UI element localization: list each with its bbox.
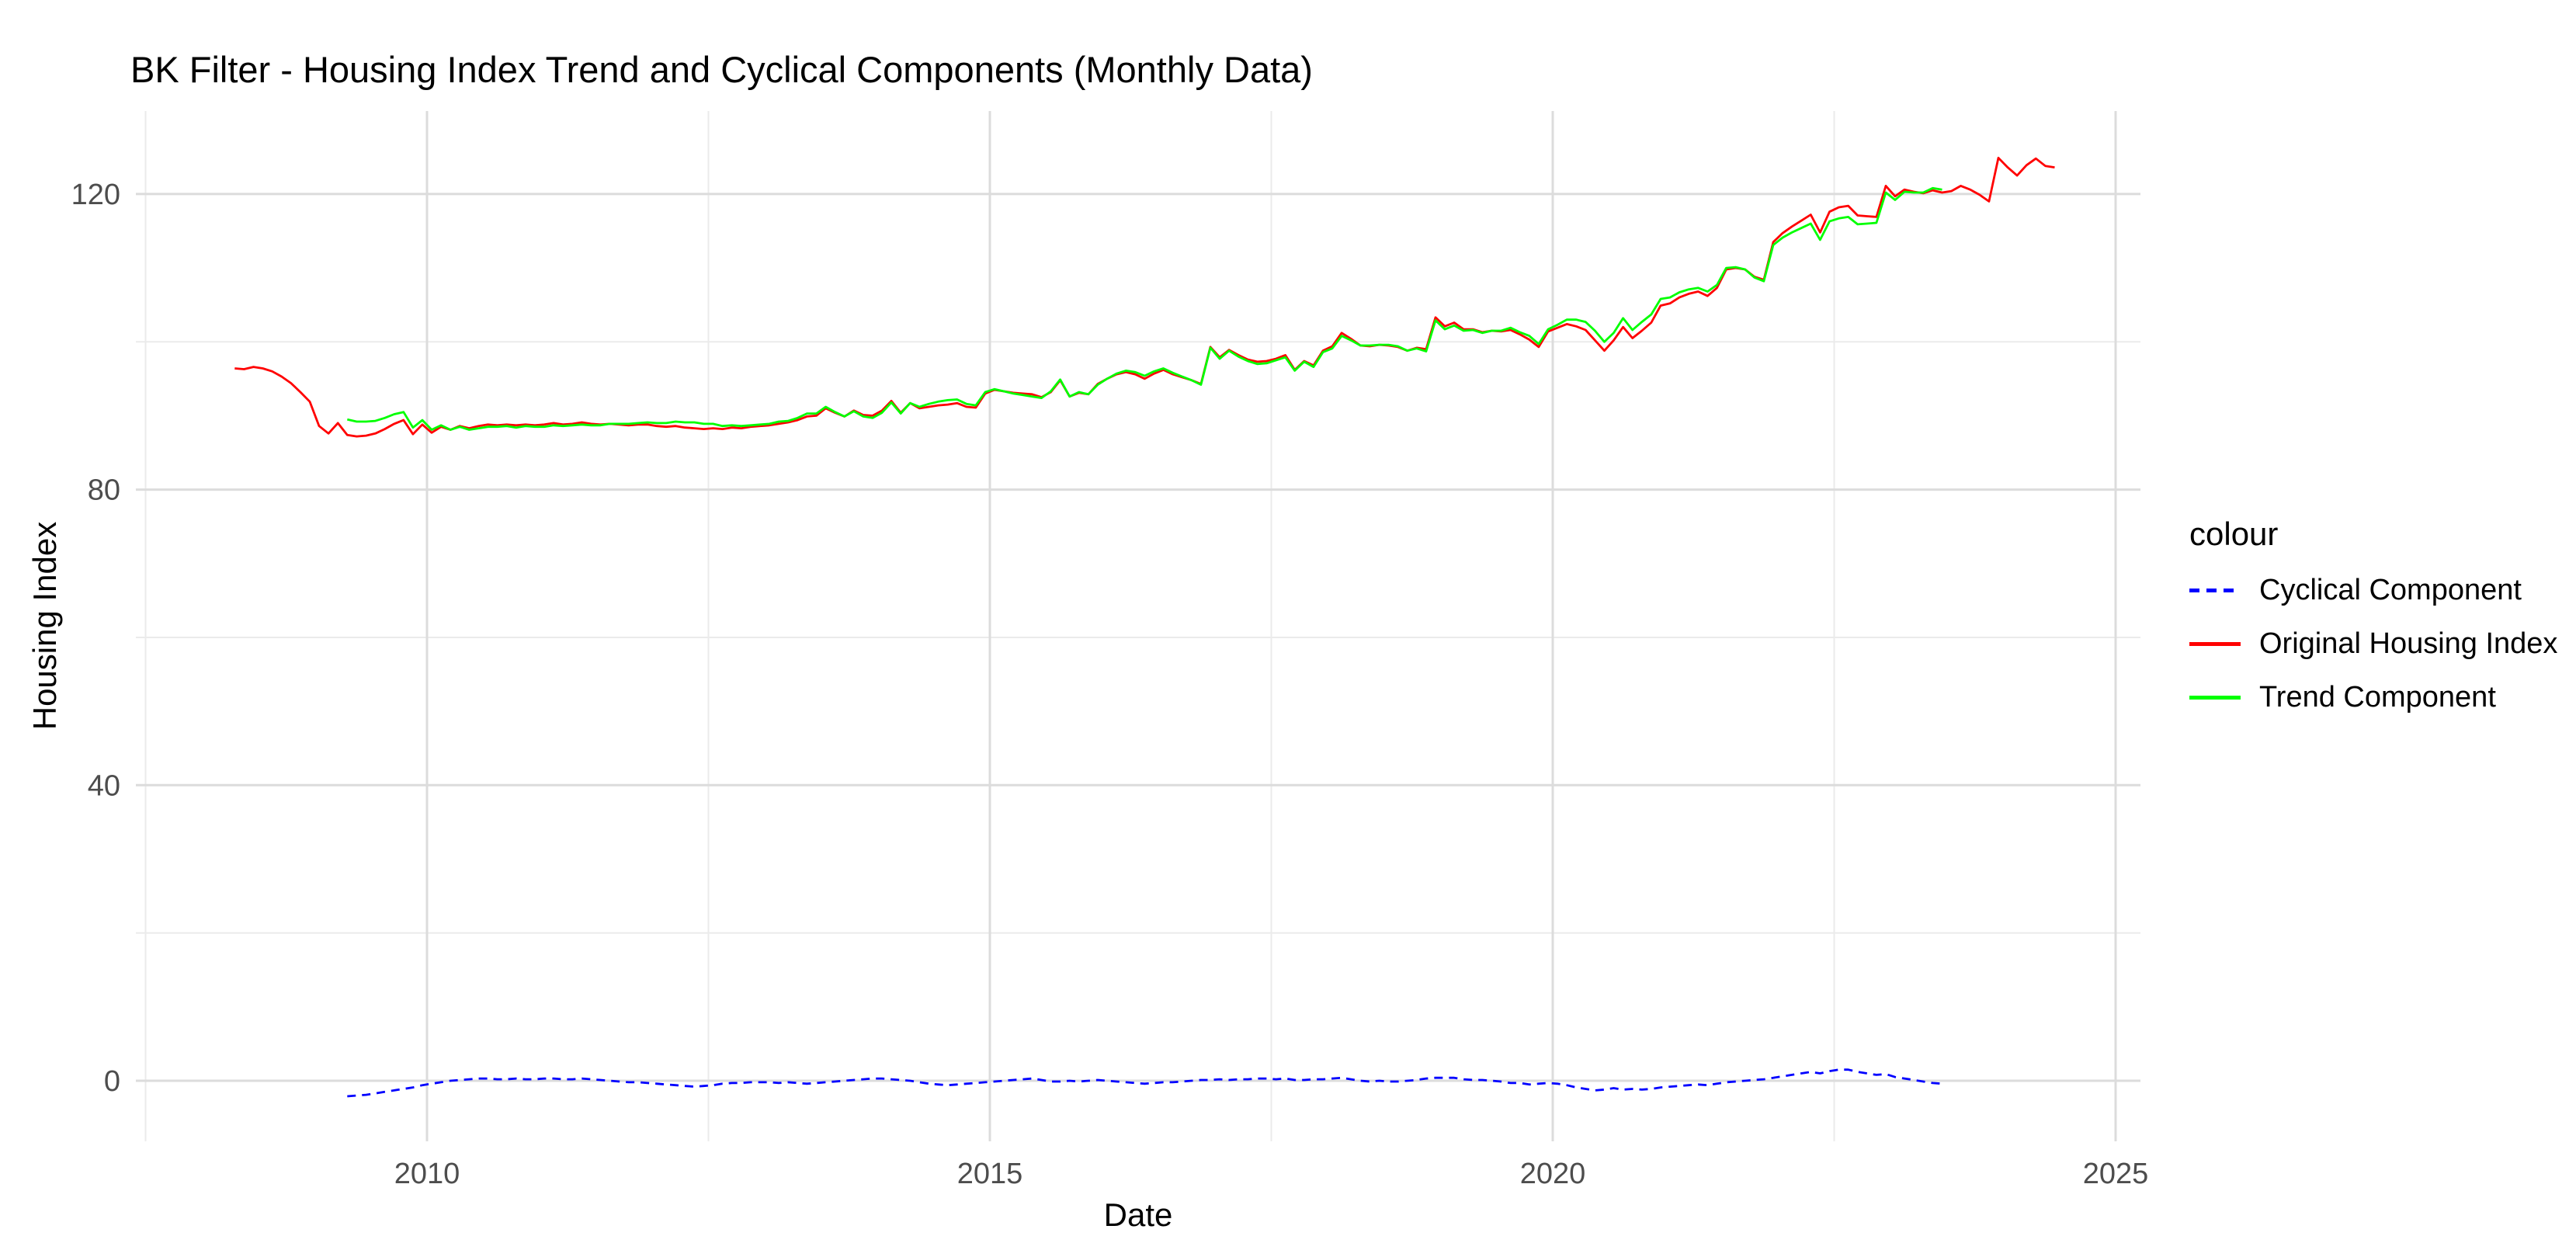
x-axis-title: Date [1103, 1196, 1173, 1233]
solid-line-key-icon [2189, 628, 2241, 659]
series-line-cyclical-component [347, 1068, 1942, 1098]
y-axis-title: Housing Index [26, 521, 63, 731]
legend-label: Trend Component [2259, 680, 2496, 714]
legend-entry-trend-component: Trend Component [2189, 680, 2557, 714]
y-tick-label: 120 [71, 179, 120, 211]
series-line-trend-component [346, 186, 1942, 431]
x-tick-label: 2025 [2083, 1158, 2149, 1190]
x-tick-label: 2020 [1520, 1158, 1586, 1190]
legend-entry-cyclical-component: Cyclical Component [2189, 573, 2557, 606]
y-tick-label: 40 [88, 769, 120, 802]
legend-entry-original-housing-index: Original Housing Index [2189, 627, 2558, 660]
y-tick-label: 80 [88, 474, 120, 507]
series-line-original-housing-index [234, 156, 2055, 438]
legend-label: Original Housing Index [2259, 627, 2558, 660]
y-tick-label: 0 [104, 1065, 120, 1098]
legend-label: Cyclical Component [2259, 573, 2522, 606]
chart-title: BK Filter - Housing Index Trend and Cycl… [130, 49, 1313, 90]
x-tick-label: 2010 [394, 1158, 460, 1190]
solid-line-key-icon [2189, 682, 2241, 713]
legend: colour Cyclical Component Original Housi… [2189, 516, 2557, 735]
legend-title: colour [2189, 516, 2279, 552]
dashed-line-key-icon [2189, 575, 2241, 606]
x-tick-label: 2015 [957, 1158, 1023, 1190]
